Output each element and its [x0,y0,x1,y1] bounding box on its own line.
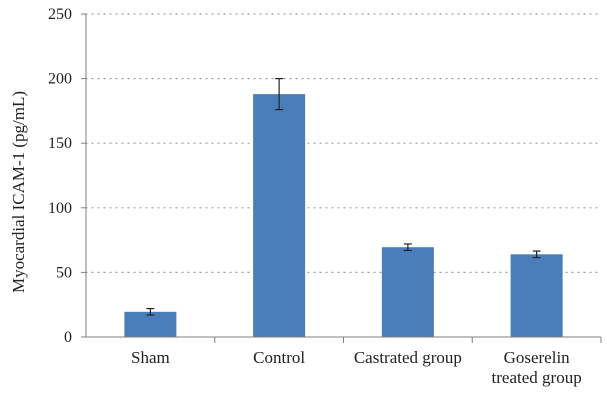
y-axis-title: Myocardial ICAM-1 (pg/mL) [9,91,28,293]
bar [253,94,306,337]
bar [381,247,434,337]
x-category-label-line: treated group [492,368,582,387]
bars [124,94,563,337]
y-tick-labels: 0 50 100 150 200 250 [48,6,72,346]
y-tick-label: 150 [48,135,72,152]
gridlines [85,13,602,273]
error-bars [146,77,541,316]
axes [81,13,602,343]
y-tick-label: 50 [56,264,72,281]
x-category-label: Sham [131,348,170,367]
bar [124,311,177,337]
x-category-label: Castrated group [354,348,462,367]
y-tick-label: 250 [48,6,72,23]
y-tick-label: 0 [64,329,72,346]
x-category-label-line: Goserelin [504,348,571,367]
bar [510,254,563,337]
x-category-label-line: Control [253,348,305,367]
x-category-label-line: Sham [131,348,170,367]
x-category-labels: Sham Control Castrated group Goserelin treat… [131,348,582,387]
x-category-label: Control [253,348,305,367]
x-category-label: Goserelin treated group [492,348,582,387]
y-tick-label: 100 [48,200,72,217]
x-category-label-line: Castrated group [354,348,462,367]
y-tick-label: 200 [48,71,72,88]
